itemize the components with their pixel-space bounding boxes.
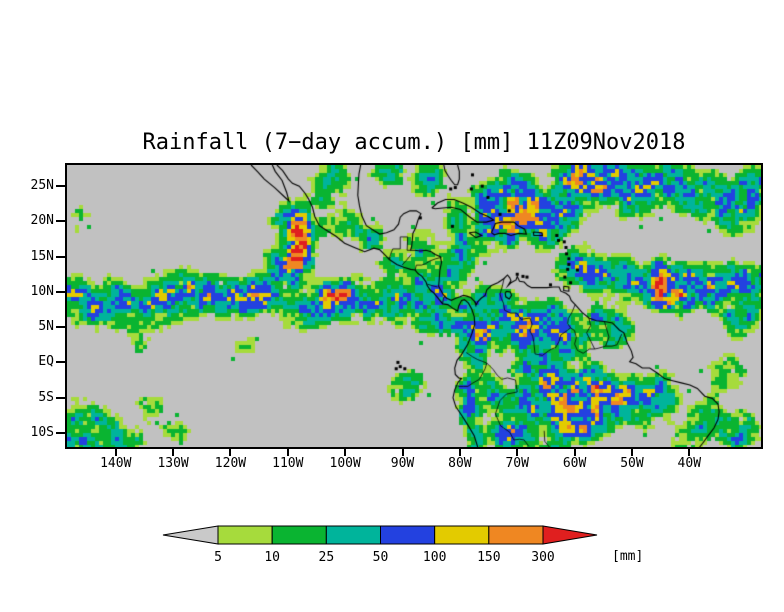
lon-tick-mark-40W — [688, 449, 691, 456]
lon-tick-label-60W: 60W — [562, 456, 587, 471]
lon-tick-mark-120W — [229, 449, 232, 456]
lon-tick-label-120W: 120W — [214, 456, 247, 471]
lon-tick-label-100W: 100W — [329, 456, 361, 471]
plot-title: Rainfall (7−day accum.) [mm] 11Z09Nov201… — [142, 130, 686, 155]
legend-threshold-label-5: 5 — [214, 550, 222, 565]
legend-threshold-label-10: 10 — [264, 550, 280, 565]
legend-band-1 — [271, 525, 327, 545]
legend-units-label: [mm] — [612, 549, 644, 564]
lat-tick-mark-EQ — [56, 361, 65, 364]
lat-tick-mark-5N — [56, 326, 65, 329]
lon-tick-mark-140W — [114, 449, 117, 456]
map-frame — [65, 163, 763, 449]
lat-tick-label-5S: 5S — [38, 389, 54, 405]
lon-tick-label-70W: 70W — [505, 456, 529, 471]
lon-tick-label-40W: 40W — [677, 456, 702, 471]
lat-tick-label-15N: 15N — [30, 248, 54, 264]
lat-tick-mark-25N — [56, 185, 65, 188]
legend-arrow-below — [162, 525, 219, 545]
legend-arrow-above — [542, 525, 598, 545]
lat-tick-label-25N: 25N — [30, 178, 54, 194]
lon-tick-label-110W: 110W — [272, 456, 304, 471]
lon-tick-label-140W: 140W — [100, 456, 132, 471]
lon-tick-label-90W: 90W — [390, 456, 415, 471]
lat-tick-label-10N: 10N — [30, 283, 54, 299]
rainfall-map-canvas — [67, 165, 761, 447]
lon-tick-label-80W: 80W — [448, 456, 472, 471]
legend-band-0 — [217, 525, 273, 545]
lon-tick-label-130W: 130W — [157, 456, 189, 471]
legend-threshold-label-50: 50 — [373, 550, 389, 565]
lat-tick-mark-15N — [56, 255, 65, 258]
legend-threshold-label-25: 25 — [319, 550, 335, 565]
lat-tick-mark-10S — [56, 431, 65, 434]
legend-threshold-label-100: 100 — [423, 550, 446, 565]
legend-band-3 — [380, 525, 436, 545]
legend-threshold-label-150: 150 — [477, 550, 500, 565]
legend-band-2 — [325, 525, 382, 545]
lon-tick-mark-70W — [516, 449, 519, 456]
lon-tick-label-50W: 50W — [620, 456, 644, 471]
legend-threshold-label-300: 300 — [531, 550, 554, 565]
lat-tick-mark-5S — [56, 396, 65, 399]
legend-band-4 — [434, 525, 490, 545]
lat-tick-mark-10N — [56, 290, 65, 293]
lat-tick-label-EQ: EQ — [38, 354, 54, 370]
colorbar-legend: 5 10 25 50 100 150 300 — [162, 525, 598, 565]
lat-tick-label-20N: 20N — [30, 213, 54, 229]
lon-tick-mark-100W — [344, 449, 347, 456]
lon-tick-mark-130W — [172, 449, 175, 456]
lon-tick-mark-80W — [458, 449, 461, 456]
lat-tick-label-5N: 5N — [38, 319, 54, 335]
lat-tick-mark-20N — [56, 220, 65, 223]
lon-tick-mark-110W — [286, 449, 289, 456]
legend-band-5 — [488, 525, 544, 545]
lon-tick-mark-60W — [573, 449, 576, 456]
lon-tick-mark-90W — [401, 449, 404, 456]
lon-tick-mark-50W — [630, 449, 633, 456]
lat-tick-label-10S: 10S — [30, 424, 54, 440]
